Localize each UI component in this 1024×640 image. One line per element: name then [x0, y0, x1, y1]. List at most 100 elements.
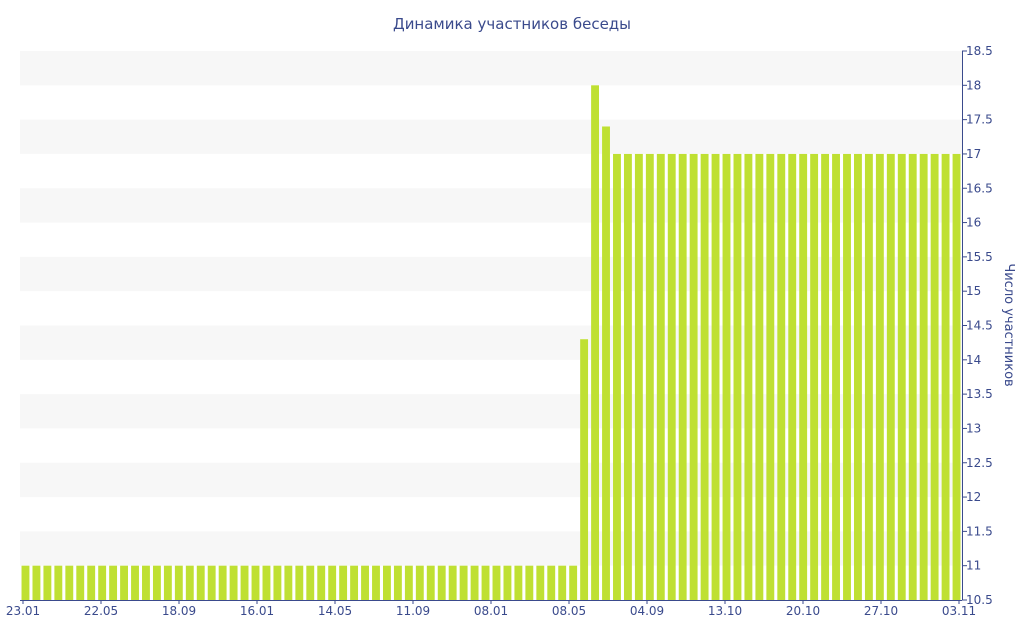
- bar: [142, 565, 150, 600]
- bar: [339, 565, 348, 600]
- bar: [930, 153, 939, 600]
- y-tick-label: 12.5: [966, 456, 993, 470]
- bar-series: [21, 85, 961, 601]
- bar: [886, 153, 895, 600]
- x-tick-label: 11.09: [396, 604, 430, 618]
- bar: [361, 565, 369, 600]
- bar: [21, 565, 30, 600]
- bar: [240, 565, 249, 600]
- bar: [404, 565, 413, 600]
- y-tick-label: 15.5: [966, 250, 993, 264]
- bar: [317, 565, 326, 600]
- bar: [766, 153, 775, 600]
- bar: [229, 565, 238, 600]
- bar: [711, 153, 720, 600]
- x-axis-ticks: 23.01 22.05 18.09 16.01 14.05 11.09 08.01 08.05…: [6, 600, 976, 618]
- bar: [43, 565, 52, 600]
- x-tick-label: 03.11: [942, 604, 976, 618]
- bar: [109, 565, 118, 600]
- y-tick-label: 16.5: [966, 181, 993, 195]
- y-tick-label: 10.5: [966, 593, 993, 607]
- x-tick-label: 18.09: [162, 604, 196, 618]
- y-tick-label: 14: [966, 353, 981, 367]
- grid-band: [20, 394, 962, 429]
- bar: [678, 153, 687, 600]
- y-tick-label: 11: [966, 559, 981, 573]
- bar: [908, 153, 917, 600]
- bar: [558, 565, 567, 600]
- bar: [580, 339, 589, 600]
- bar: [656, 153, 665, 600]
- bar: [536, 565, 545, 600]
- bar: [54, 565, 63, 600]
- bar: [755, 153, 764, 600]
- bar: [120, 565, 128, 600]
- bar: [196, 565, 205, 600]
- bar: [131, 565, 139, 600]
- bar: [722, 153, 731, 600]
- bar: [941, 153, 950, 600]
- grid-band: [20, 119, 962, 154]
- bar: [163, 565, 172, 600]
- x-tick-label: 23.01: [6, 604, 40, 618]
- bar: [426, 565, 435, 600]
- bar: [777, 153, 786, 600]
- bar: [481, 565, 490, 600]
- bar: [832, 153, 840, 600]
- bar: [854, 153, 862, 600]
- y-tick-label: 12: [966, 490, 981, 504]
- bar: [952, 153, 961, 600]
- bar: [645, 153, 654, 600]
- grid-band: [20, 188, 962, 223]
- y-tick-label: 11.5: [966, 524, 993, 538]
- bar: [65, 565, 74, 600]
- bar: [415, 565, 424, 600]
- bar: [667, 153, 676, 600]
- bar: [843, 153, 851, 600]
- bar: [32, 565, 41, 600]
- y-axis-ticks: 10.5 11 11.5 12 12.5 13 13.5 14 14.5 15 15.5 16 16.5…: [962, 44, 993, 607]
- x-tick-label: 14.05: [318, 604, 352, 618]
- bar: [218, 565, 227, 600]
- x-tick-label: 20.10: [786, 604, 820, 618]
- x-tick-label: 13.10: [708, 604, 742, 618]
- chart-title: Динамика участников беседы: [393, 15, 631, 33]
- bar: [788, 153, 797, 600]
- y-tick-label: 18.5: [966, 44, 993, 58]
- bar: [919, 153, 928, 600]
- grid-band: [20, 325, 962, 360]
- bar: [810, 153, 819, 600]
- bar: [744, 153, 753, 600]
- bar: [602, 126, 610, 601]
- y-tick-label: 14.5: [966, 319, 993, 333]
- bar: [459, 565, 468, 600]
- grid-band: [20, 462, 962, 498]
- bar: [251, 565, 260, 600]
- bar: [547, 565, 556, 600]
- bar: [623, 153, 632, 600]
- bar: [372, 565, 380, 600]
- bar: [76, 565, 85, 600]
- y-tick-label: 17: [966, 147, 981, 161]
- grid-band: [20, 531, 962, 566]
- bar: [799, 153, 808, 600]
- bar: [689, 153, 698, 600]
- grid-band: [20, 256, 962, 292]
- bar: [350, 565, 359, 600]
- grid-bands: [20, 51, 962, 566]
- y-tick-label: 17.5: [966, 113, 993, 127]
- bar: [295, 565, 304, 600]
- bar: [87, 565, 96, 600]
- bar: [591, 85, 599, 600]
- x-tick-label: 27.10: [864, 604, 898, 618]
- bar: [821, 153, 830, 600]
- bar: [207, 565, 216, 600]
- x-tick-label: 08.05: [552, 604, 586, 618]
- grid-band: [20, 51, 962, 86]
- x-tick-label: 22.05: [84, 604, 118, 618]
- bar: [503, 565, 512, 600]
- bar: [470, 565, 479, 600]
- bar: [273, 565, 282, 600]
- bar: [383, 565, 391, 600]
